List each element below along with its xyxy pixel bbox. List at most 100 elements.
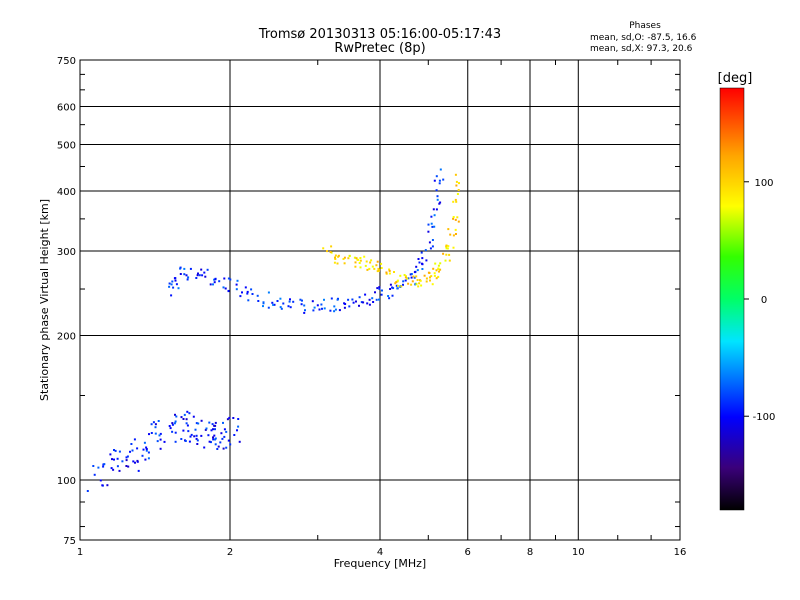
- scatter-point: [400, 285, 403, 288]
- scatter-point: [170, 283, 173, 286]
- scatter-point: [217, 445, 220, 448]
- scatter-point: [329, 251, 332, 253]
- scatter-point: [222, 421, 224, 424]
- scatter-point: [389, 288, 392, 290]
- scatter-point: [433, 179, 436, 182]
- scatter-point: [411, 280, 414, 283]
- scatter-point: [132, 460, 135, 463]
- scatter-point: [171, 430, 174, 433]
- scatter-point: [116, 465, 119, 468]
- scatter-point: [92, 465, 95, 467]
- scatter-point: [404, 276, 407, 279]
- scatter-point: [323, 307, 326, 310]
- scatter-point: [343, 256, 346, 259]
- scatter-point: [184, 440, 187, 442]
- scatter-point: [110, 467, 113, 470]
- scatter-point: [427, 271, 430, 274]
- scatter-point: [299, 298, 302, 301]
- scatter-point: [213, 434, 216, 437]
- scatter-point: [137, 469, 140, 472]
- scatter-point: [427, 223, 430, 226]
- scatter-point: [219, 441, 222, 444]
- scatter-point: [355, 257, 358, 260]
- scatter-point: [174, 431, 177, 434]
- scatter-point: [430, 275, 433, 278]
- scatter-point: [402, 280, 405, 283]
- scatter-point: [334, 308, 337, 311]
- scatter-point: [152, 421, 155, 424]
- scatter-point: [368, 303, 371, 306]
- scatter-point: [458, 182, 460, 185]
- scatter-point: [380, 267, 383, 269]
- scatter-point: [372, 301, 375, 303]
- scatter-point: [145, 446, 148, 449]
- scatter-point: [271, 301, 274, 304]
- colorbar-ticks: 100 0 -100: [744, 178, 775, 423]
- scatter-point: [256, 294, 259, 297]
- scatter-point: [170, 294, 173, 297]
- scatter-point: [203, 446, 206, 449]
- y-axis-label: Stationary phase Virtual Height [km]: [38, 199, 51, 401]
- scatter-point: [358, 304, 360, 307]
- scatter-point: [376, 270, 379, 273]
- scatter-point: [186, 424, 189, 427]
- scatter-point: [212, 438, 215, 441]
- scatter-point: [116, 457, 119, 460]
- scatter-point: [157, 420, 160, 422]
- scatter-point: [388, 269, 391, 272]
- scatter-point: [279, 297, 282, 300]
- scatter-point: [359, 259, 362, 262]
- scatter-point: [431, 245, 434, 248]
- scatter-point: [159, 447, 162, 450]
- scatter-point: [154, 423, 157, 426]
- scatter-point: [387, 295, 390, 297]
- scatter-point: [376, 287, 379, 290]
- scatter-point: [364, 293, 367, 296]
- scatter-point: [118, 450, 121, 453]
- scatter-point: [351, 298, 354, 301]
- scatter-point: [395, 284, 398, 287]
- scatter-point: [316, 304, 319, 307]
- scatter-point: [394, 282, 397, 285]
- scatter-point: [198, 274, 201, 277]
- scatter-point: [377, 267, 380, 270]
- scatter-point: [365, 260, 368, 263]
- scatter-point: [189, 435, 192, 438]
- scatter-point: [179, 273, 182, 275]
- scatter-point: [206, 268, 209, 271]
- scatter-point: [182, 418, 185, 420]
- scatter-point: [455, 184, 458, 187]
- scatter-point: [357, 258, 360, 261]
- scatter-point: [168, 285, 171, 288]
- scatter-point: [425, 280, 428, 283]
- scatter-point: [438, 179, 441, 182]
- scatter-point: [419, 279, 422, 282]
- scatter-point: [292, 300, 295, 303]
- scatter-point: [147, 451, 150, 454]
- scatter-point: [214, 278, 217, 281]
- scatter-point: [417, 285, 420, 288]
- scatter-point: [195, 437, 198, 440]
- scatter-point: [311, 300, 314, 303]
- scatter-point: [213, 281, 216, 284]
- scatter-point: [220, 432, 223, 435]
- scatter-point: [366, 268, 369, 271]
- scatter-point: [435, 189, 438, 192]
- scatter-point: [241, 291, 243, 294]
- scatter-point: [239, 295, 242, 298]
- scatter-point: [342, 258, 345, 260]
- scatter-point: [333, 261, 336, 264]
- scatter-point: [442, 178, 445, 181]
- x-tick-label: 10: [572, 547, 585, 558]
- scatter-point: [159, 438, 162, 441]
- scatter-point: [187, 430, 190, 433]
- scatter-point: [175, 415, 178, 418]
- scatter-point: [208, 440, 211, 443]
- scatter-point: [371, 297, 374, 300]
- y-tick-label: 750: [57, 56, 76, 67]
- scatter-point: [381, 289, 383, 292]
- scatter-point: [413, 271, 416, 274]
- scatter-point: [334, 256, 336, 259]
- scatter-point: [347, 257, 350, 260]
